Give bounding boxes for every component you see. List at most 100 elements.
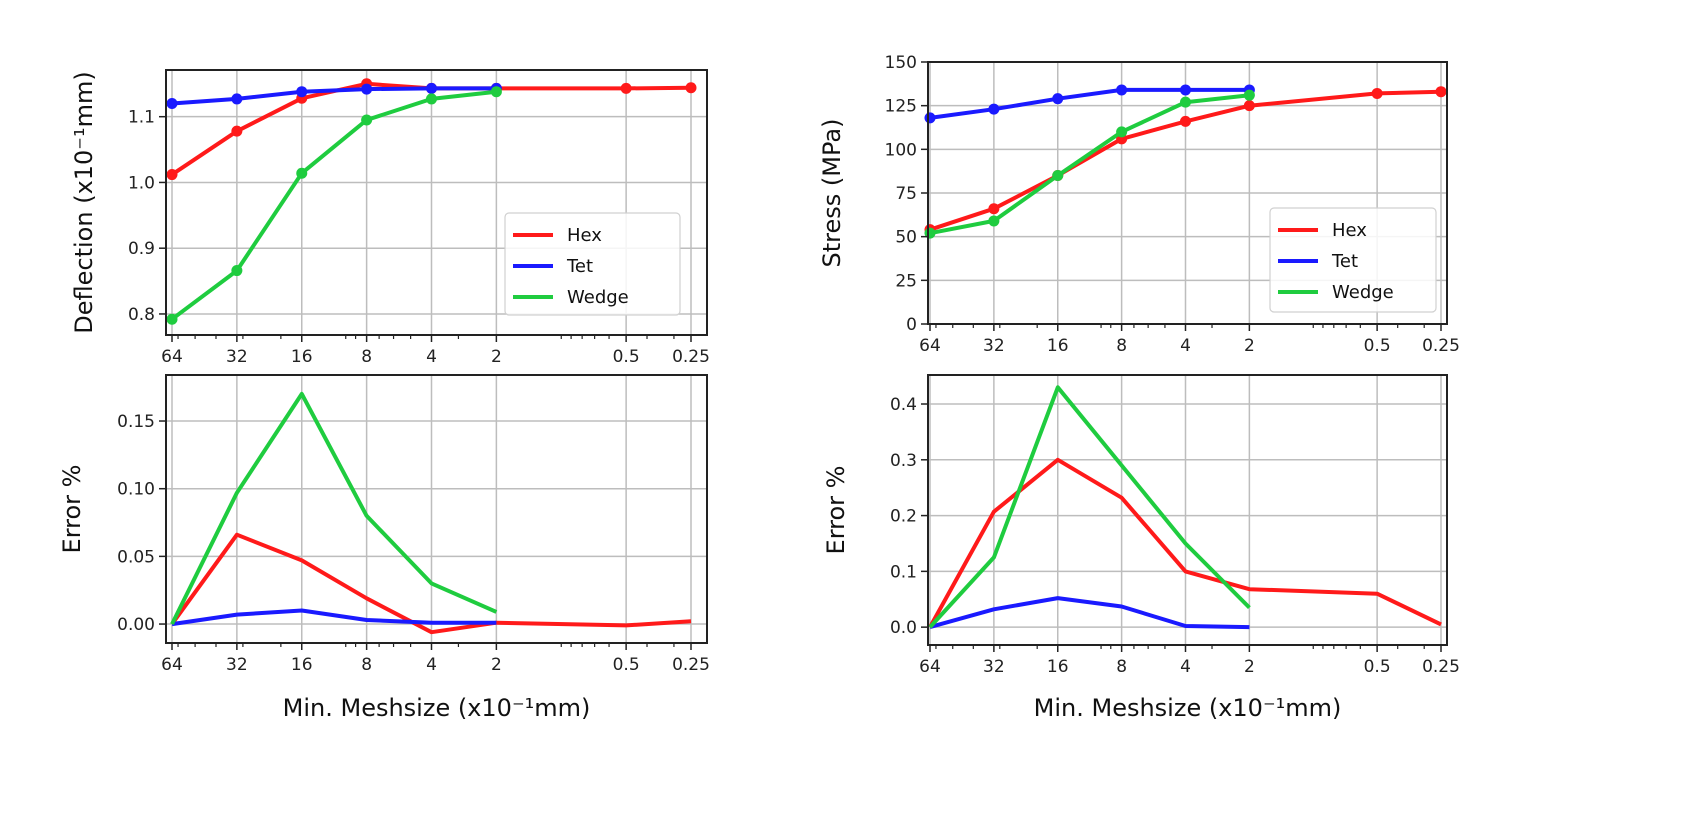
x-tick-label: 4 — [1180, 657, 1191, 677]
x-tick-label: 32 — [226, 655, 248, 675]
y-axis-label: Error % — [58, 465, 86, 554]
y-tick-label: 0.4 — [890, 395, 917, 415]
data-point-hex — [166, 169, 178, 181]
data-point-tet — [988, 103, 1000, 115]
y-tick-label: 50 — [895, 228, 917, 248]
x-tick-label: 0.25 — [672, 347, 710, 367]
x-tick-label: 2 — [1244, 657, 1255, 677]
x-tick-label: 8 — [361, 655, 372, 675]
y-tick-label: 0.9 — [128, 239, 155, 259]
data-point-wedge — [296, 167, 308, 179]
series-line-hex — [928, 457, 1442, 629]
series-line-tet — [171, 608, 497, 627]
panel-top-right: 64 32 16 8 4 2 0.5 0.25 0 25 50 75 100 125 150 Stress (… — [818, 53, 1460, 356]
y-tick-label: 75 — [895, 184, 917, 204]
data-point-tet — [1052, 93, 1064, 105]
data-point-wedge — [426, 93, 437, 105]
legend-label-hex: Hex — [1332, 220, 1367, 241]
y-tick-label: 25 — [895, 271, 917, 291]
data-point-hex — [620, 82, 632, 94]
panel-top-left: 64 32 16 8 4 2 0.5 0.25 0.8 0.9 1.0 1.1 Deflection (… — [70, 69, 710, 367]
x-axis-label: Min. Meshsize (x10⁻¹mm) — [283, 694, 591, 722]
x-tick-label: 0.5 — [613, 347, 640, 367]
data-point-wedge — [490, 86, 502, 98]
x-tick-label: 16 — [1047, 657, 1069, 677]
series-line-hex — [929, 89, 1442, 232]
x-tick-label: 2 — [491, 347, 502, 367]
x-tick-label: 64 — [161, 655, 183, 675]
data-point-wedge — [361, 114, 373, 126]
x-tick-label: 4 — [1180, 336, 1191, 356]
data-point-hex — [231, 125, 243, 137]
series-line-tet — [929, 87, 1250, 120]
x-tick-label: 0.5 — [613, 655, 640, 675]
y-tick-label: 1.0 — [128, 173, 155, 193]
legend-label-wedge: Wedge — [567, 287, 629, 308]
y-tick-label: 0.15 — [117, 412, 155, 432]
y-axis-label: Error % — [822, 466, 850, 555]
data-point-hex — [988, 203, 1000, 215]
x-tick-label: 0.5 — [1364, 336, 1391, 356]
y-tick-label: 0.1 — [890, 562, 917, 582]
data-point-tet — [231, 93, 243, 105]
series-line-wedge — [928, 385, 1251, 629]
y-axis-label: Deflection (x10⁻¹mm) — [70, 71, 98, 333]
x-tick-label: 2 — [1244, 336, 1255, 356]
data-point-wedge — [231, 265, 243, 277]
data-point-wedge — [166, 313, 178, 325]
series-line-tet — [929, 596, 1250, 630]
data-point-tet — [296, 86, 308, 98]
data-point-hex — [685, 82, 697, 94]
x-tick-label: 0.25 — [1422, 657, 1460, 677]
y-tick-label: 150 — [885, 53, 917, 73]
axes-frame — [165, 374, 708, 644]
x-tick-label: 32 — [983, 657, 1005, 677]
x-tick-label: 16 — [1047, 336, 1069, 356]
legend-label-hex: Hex — [567, 225, 602, 246]
x-tick-label: 4 — [426, 347, 437, 367]
data-point-hex — [1180, 115, 1191, 127]
axes-frame — [927, 374, 1448, 646]
x-tick-label: 32 — [983, 336, 1005, 356]
series-line-wedge — [170, 391, 498, 625]
y-tick-label: 0.00 — [117, 615, 155, 635]
data-point-hex — [1243, 100, 1255, 112]
series-line-hex — [170, 81, 692, 177]
x-tick-label: 4 — [426, 655, 437, 675]
x-tick-label: 64 — [919, 657, 941, 677]
x-tick-label: 0.5 — [1364, 657, 1391, 677]
data-point-hex — [1435, 86, 1447, 98]
legend: Hex Tet Wedge — [504, 212, 681, 316]
x-tick-label: 16 — [291, 655, 313, 675]
y-tick-label: 0.05 — [117, 547, 155, 567]
x-axis-label: Min. Meshsize (x10⁻¹mm) — [1034, 694, 1342, 722]
legend-box — [504, 212, 681, 316]
x-tick-label: 8 — [1116, 336, 1127, 356]
data-point-hex — [1371, 87, 1383, 99]
data-point-tet — [361, 83, 373, 95]
data-point-wedge — [1052, 170, 1064, 182]
y-tick-label: 0 — [906, 315, 917, 335]
data-point-tet — [426, 82, 437, 94]
data-point-wedge — [988, 215, 1000, 227]
legend-label-tet: Tet — [1331, 251, 1358, 272]
series-line-tet — [171, 86, 497, 106]
data-point-wedge — [1116, 126, 1128, 138]
x-tick-label: 0.25 — [1422, 336, 1460, 356]
x-tick-label: 32 — [226, 347, 248, 367]
y-tick-label: 0.2 — [890, 507, 917, 527]
data-point-tet — [1116, 84, 1128, 96]
y-tick-label: 1.1 — [128, 108, 155, 128]
data-point-wedge — [1180, 96, 1191, 108]
panel-bottom-left: 64 32 16 8 4 2 0.5 0.25 0.00 0.05 0.10 0.15 Error % M… — [58, 374, 710, 722]
y-tick-label: 0.10 — [117, 480, 155, 500]
legend: Hex Tet Wedge — [1269, 207, 1437, 313]
axes-frame — [165, 69, 708, 336]
legend-label-wedge: Wedge — [1332, 282, 1394, 303]
y-tick-label: 0.8 — [128, 305, 155, 325]
data-point-tet — [924, 112, 936, 124]
data-point-tet — [1180, 84, 1191, 96]
legend-label-tet: Tet — [566, 256, 593, 277]
x-tick-label: 0.25 — [672, 655, 710, 675]
